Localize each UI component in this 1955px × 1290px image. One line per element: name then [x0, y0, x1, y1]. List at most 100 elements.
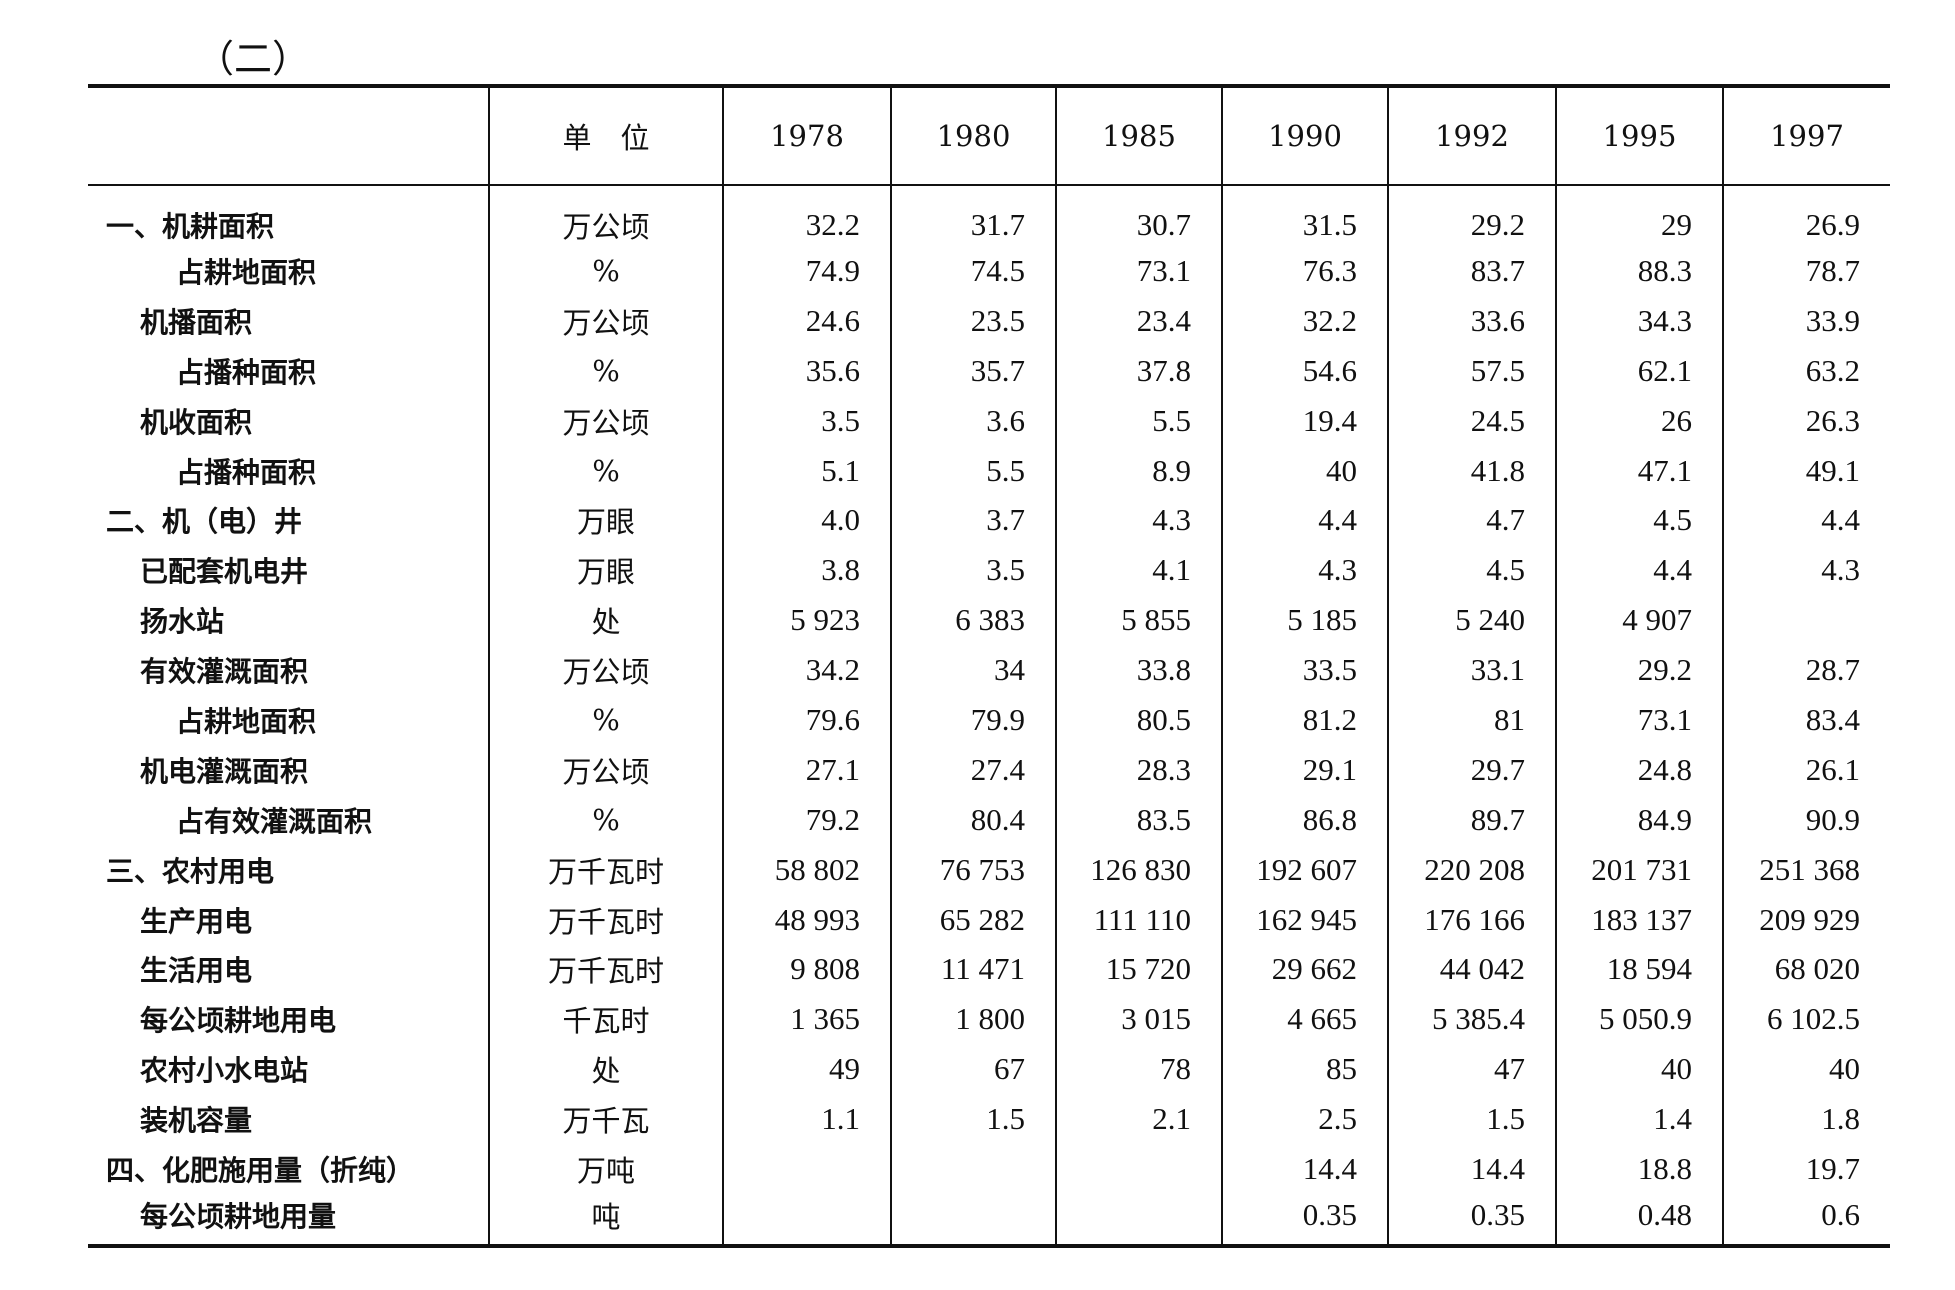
header-year: 1985	[1055, 84, 1222, 186]
cell-value: 41.8	[1387, 445, 1556, 496]
row-unit: 万千瓦时	[488, 894, 723, 945]
cell-value: 9 808	[722, 944, 891, 995]
row-unit: 万千瓦	[488, 1094, 723, 1145]
cell-value: 14.4	[1221, 1144, 1388, 1194]
cell-value: 47	[1387, 1044, 1556, 1095]
row-label: 有效灌溉面积	[140, 655, 309, 689]
cell-value: 176 166	[1387, 894, 1556, 945]
row-unit: 万眼	[488, 495, 723, 546]
table-row: 占耕地面积% 74.9 74.5 73.1 76.3 83.7 88.3 78.7	[88, 246, 1890, 296]
cell-value: 76 753	[890, 844, 1056, 895]
cell-value: 33.6	[1387, 295, 1556, 346]
cell-value: 4.0	[722, 495, 891, 546]
cell-value: 4 907	[1555, 595, 1723, 646]
table-row: 占有效灌溉面积% 79.2 80.4 83.5 86.8 89.7 84.9 90.9	[88, 794, 1890, 845]
cell-value	[722, 1193, 891, 1248]
cell-value: 1.5	[890, 1094, 1056, 1145]
table-row: 每公顷耕地用电 千瓦时 1 365 1 800 3 015 4 665 5 385.4 5 0…	[88, 994, 1890, 1045]
cell-value: 3 015	[1055, 994, 1222, 1045]
row-label: 机收面积	[140, 405, 253, 439]
cell-value: 34.3	[1555, 295, 1723, 346]
cell-value: 40	[1221, 445, 1388, 496]
cell-value: 32.2	[722, 185, 891, 246]
cell-value: 1 365	[722, 994, 891, 1045]
cell-value: 31.7	[890, 185, 1056, 246]
row-unit: 万公顷	[488, 185, 723, 246]
cell-value: 29.2	[1555, 645, 1723, 696]
cell-value: 67	[890, 1044, 1056, 1095]
cell-value: 1.4	[1555, 1094, 1723, 1145]
table-row: 生活用电 万千瓦时 9 808 11 471 15 720 29 662 44 042 18 …	[88, 944, 1890, 995]
row-label: 扬水站	[140, 605, 225, 639]
cell-value: 68 020	[1722, 944, 1890, 995]
table-row: 每公顷耕地用量吨 0.35 0.35 0.48 0.6	[88, 1193, 1890, 1248]
cell-value: 81.2	[1221, 695, 1388, 745]
table-row: 农村小水电站处 49 67 78 85 47 40 40	[88, 1044, 1890, 1095]
cell-value: 83.4	[1722, 695, 1890, 745]
table-title: （二）	[196, 37, 311, 81]
cell-value: 54.6	[1221, 345, 1388, 396]
cell-value: 79.6	[722, 695, 891, 745]
cell-value: 27.1	[722, 744, 891, 795]
cell-value: 251 368	[1722, 844, 1890, 895]
cell-value: 26.3	[1722, 395, 1890, 446]
cell-value: 4.3	[1055, 495, 1222, 546]
cell-value	[1055, 1144, 1222, 1194]
cell-value: 111 110	[1055, 894, 1222, 945]
cell-value: 11 471	[890, 944, 1056, 995]
row-unit: 万公顷	[488, 395, 723, 446]
table-row: 一、机耕面积 万公顷 32.2 31.7 30.7 31.5 29.2 29 26.9	[88, 185, 1890, 246]
cell-value: 58 802	[722, 844, 891, 895]
cell-value: 32.2	[1221, 295, 1388, 346]
cell-value: 3.8	[722, 545, 891, 596]
cell-value: 24.6	[722, 295, 891, 346]
row-unit: 处	[488, 595, 723, 646]
cell-value: 5.1	[722, 445, 891, 496]
cell-value: 28.3	[1055, 744, 1222, 795]
cell-value: 18.8	[1555, 1144, 1723, 1194]
cell-value: 83.7	[1387, 246, 1556, 296]
cell-value: 40	[1722, 1044, 1890, 1095]
header-unit: 单 位	[488, 84, 723, 186]
cell-value: 0.35	[1387, 1193, 1556, 1248]
table-row: 生产用电 万千瓦时 48 993 65 282 111 110 162 945 176 16…	[88, 894, 1890, 945]
cell-value	[1055, 1193, 1222, 1248]
cell-value: 76.3	[1221, 246, 1388, 296]
row-label: 占耕地面积	[176, 704, 317, 738]
cell-value: 3.6	[890, 395, 1056, 446]
cell-value: 35.7	[890, 345, 1056, 396]
cell-value: 26.9	[1722, 185, 1890, 246]
cell-value: 84.9	[1555, 794, 1723, 845]
cell-value: 28.7	[1722, 645, 1890, 696]
row-unit: %	[488, 345, 723, 396]
row-label: 一、机耕面积	[106, 210, 275, 243]
row-label: 每公顷耕地用电	[140, 1004, 337, 1038]
cell-value: 201 731	[1555, 844, 1723, 895]
cell-value: 4.4	[1555, 545, 1723, 596]
table-row: 四、化肥施用量（折纯） 万吨 14.4 14.4 18.8 19.7	[88, 1144, 1890, 1194]
cell-value: 78.7	[1722, 246, 1890, 296]
cell-value: 79.2	[722, 794, 891, 845]
cell-value: 73.1	[1555, 695, 1723, 745]
row-unit: %	[488, 445, 723, 496]
header-year: 1980	[890, 84, 1056, 186]
cell-value: 209 929	[1722, 894, 1890, 945]
cell-value: 48 993	[722, 894, 891, 945]
cell-value	[722, 1144, 891, 1194]
row-unit: %	[488, 695, 723, 745]
table-row: 已配套机电井 万眼 3.8 3.5 4.1 4.3 4.5 4.4 4.3	[88, 545, 1890, 596]
table-row: 有效灌溉面积 万公顷 34.2 34 33.8 33.5 33.1 29.2 28.7	[88, 645, 1890, 696]
table-row: 机播面积 万公顷 24.6 23.5 23.4 32.2 33.6 34.3 33.9	[88, 295, 1890, 346]
row-label: 生活用电	[140, 954, 253, 988]
cell-value: 5 050.9	[1555, 994, 1723, 1045]
row-unit: 万眼	[488, 545, 723, 596]
row-label: 机电灌溉面积	[140, 754, 309, 788]
cell-value: 220 208	[1387, 844, 1556, 895]
row-unit: 万公顷	[488, 645, 723, 696]
cell-value: 24.8	[1555, 744, 1723, 795]
cell-value: 3.7	[890, 495, 1056, 546]
cell-value: 74.9	[722, 246, 891, 296]
cell-value: 79.9	[890, 695, 1056, 745]
table-row: 扬水站 处 5 923 6 383 5 855 5 185 5 240 4 907	[88, 595, 1890, 646]
table-row: 占耕地面积% 79.6 79.9 80.5 81.2 81 73.1 83.4	[88, 695, 1890, 745]
